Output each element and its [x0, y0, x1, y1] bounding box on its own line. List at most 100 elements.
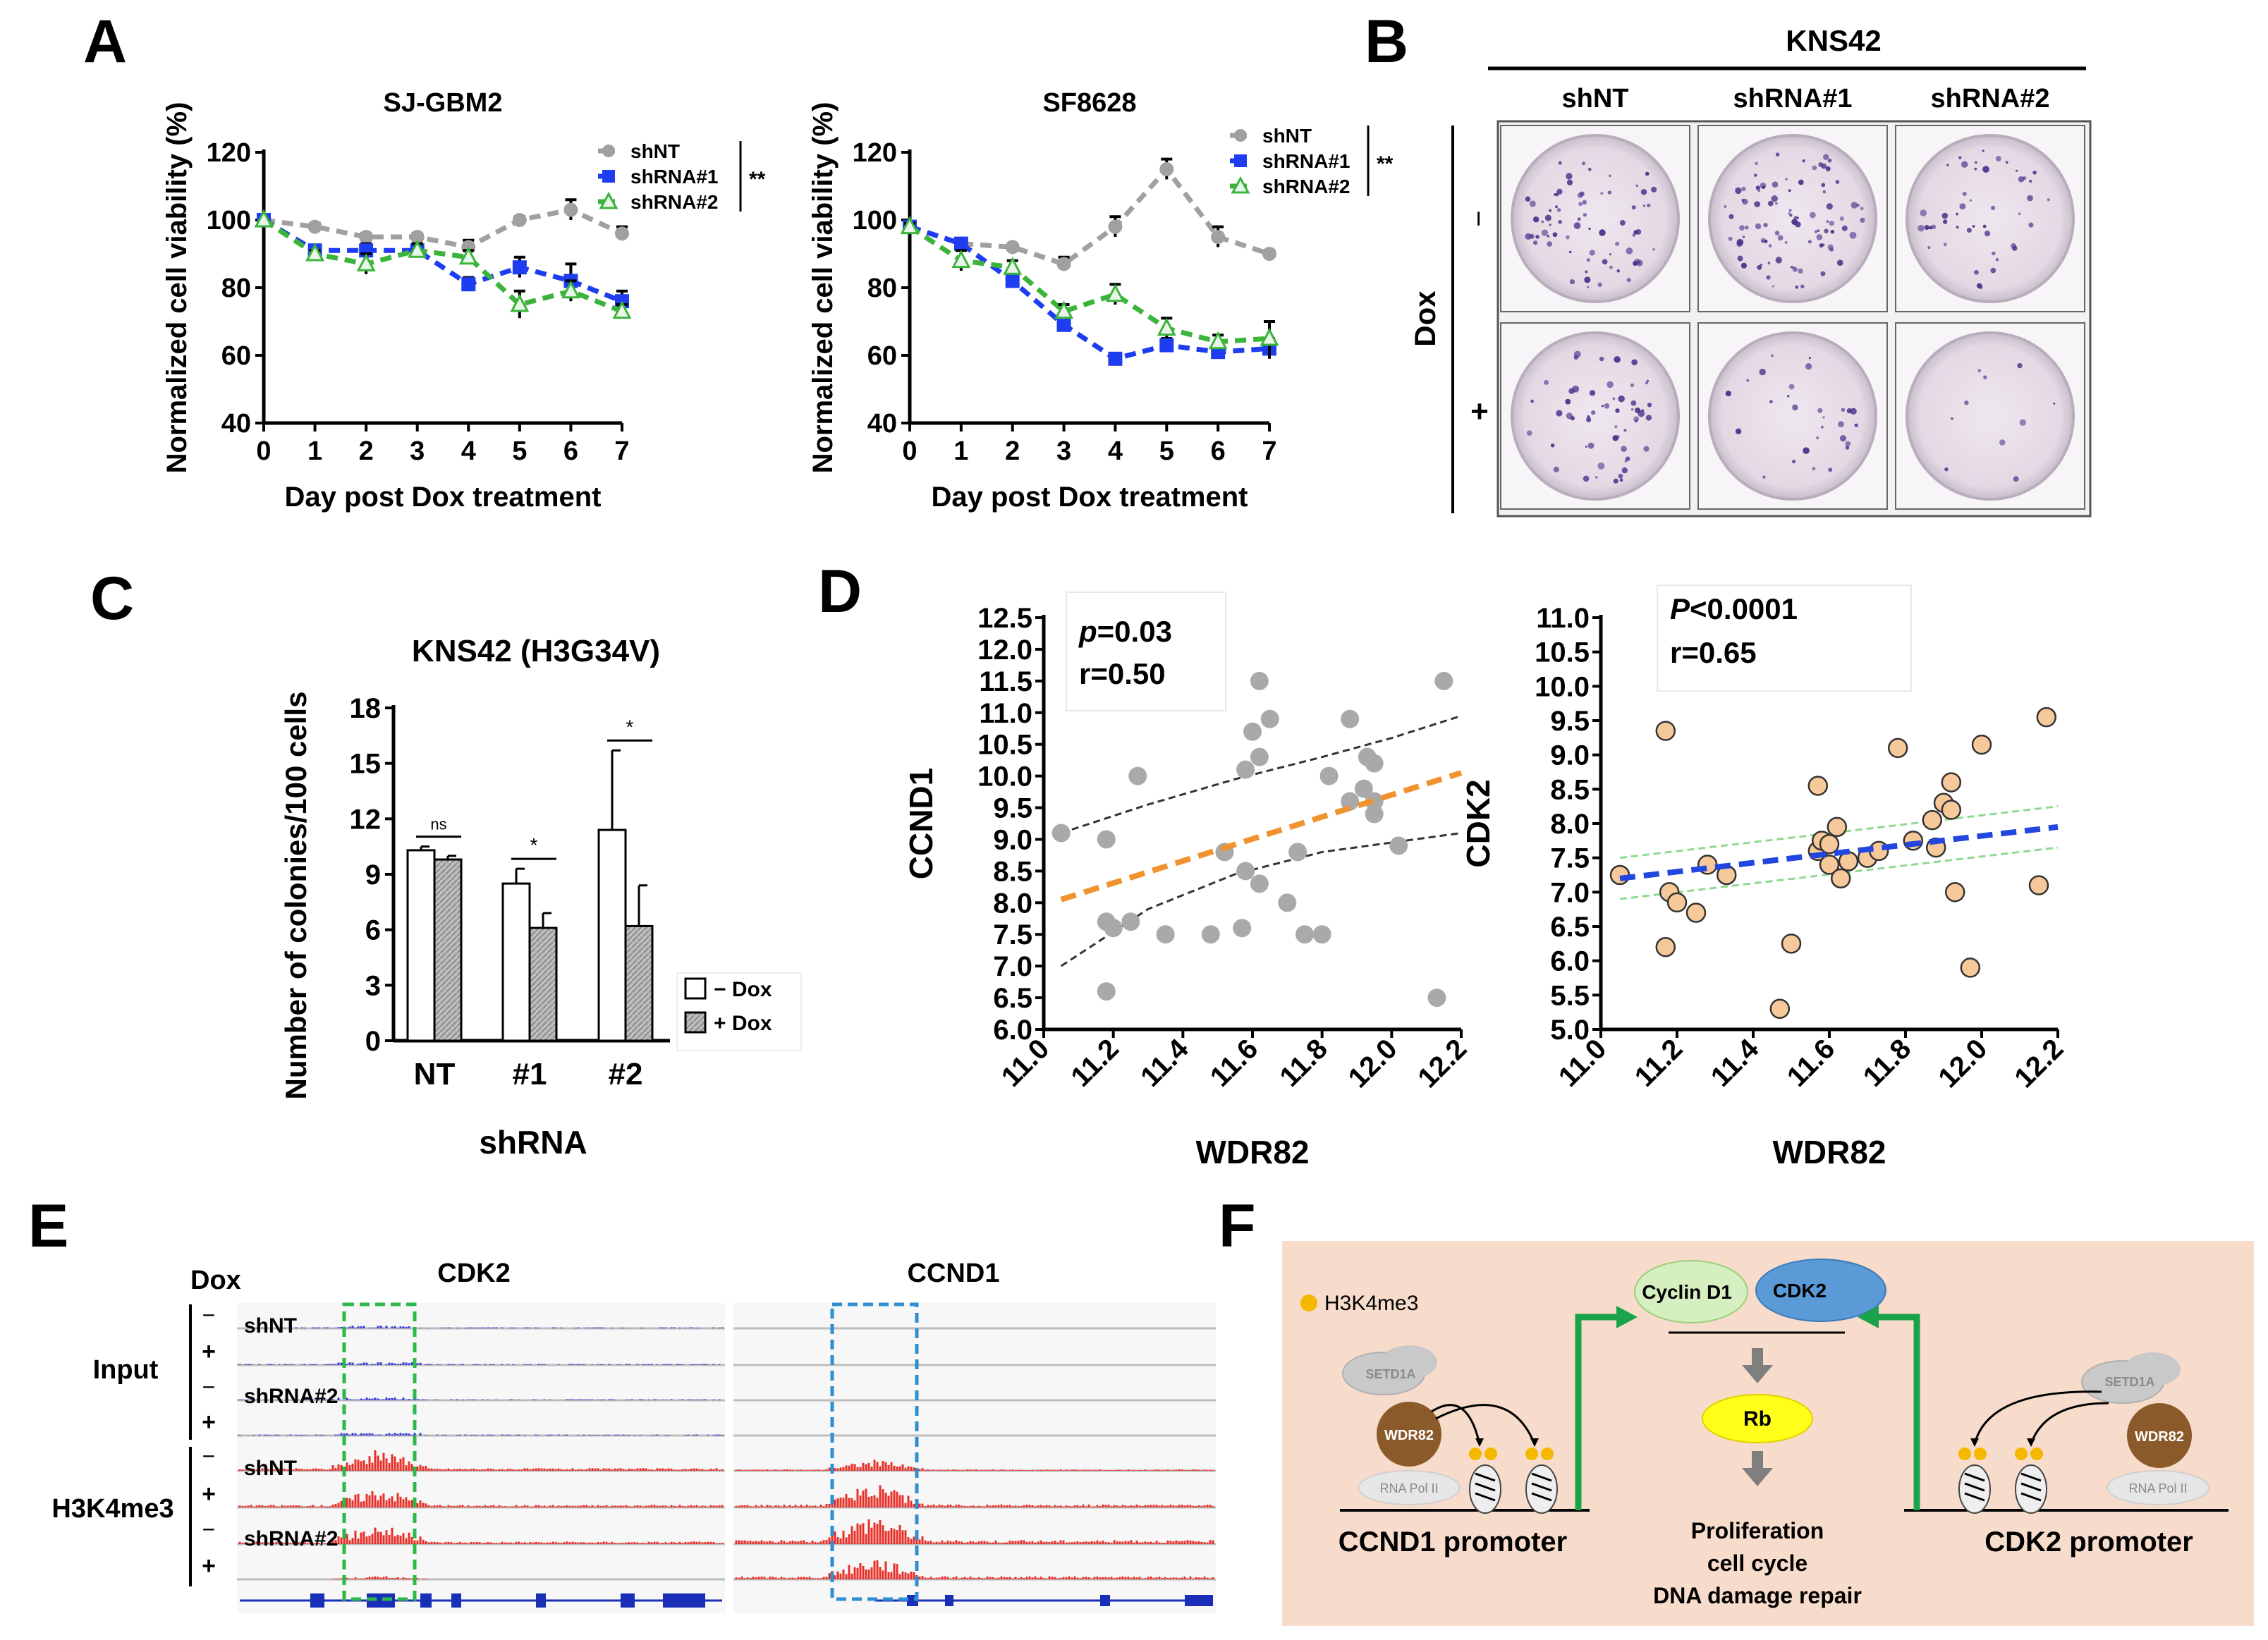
- data-point: [1262, 247, 1276, 261]
- colony: [1589, 250, 1595, 256]
- colony-dishes: [1500, 125, 2085, 510]
- colony: [1772, 285, 1774, 288]
- data-point: [1655, 721, 1676, 741]
- data-point: [1159, 162, 1174, 176]
- y-tick-label: 0: [365, 1026, 381, 1057]
- colony: [2018, 212, 2021, 216]
- y-tick-label: 7.5: [1550, 843, 1590, 874]
- colony: [1775, 152, 1780, 157]
- panel-b-row-plus: +: [1470, 394, 1489, 429]
- y-tick-label: 6.5: [993, 983, 1032, 1014]
- bar-NT-1: [433, 858, 463, 1042]
- panel-letter-f: F: [1219, 1192, 1256, 1260]
- colony: [1547, 235, 1550, 238]
- colony: [2019, 419, 2027, 426]
- colony: [1630, 400, 1637, 406]
- colony: [1618, 395, 1625, 403]
- colony: [1755, 185, 1760, 190]
- colony: [1850, 408, 1857, 415]
- colony: [1822, 154, 1829, 160]
- colony: [1584, 276, 1591, 283]
- y-tick-label: 12.5: [977, 603, 1032, 634]
- colony: [1812, 165, 1817, 171]
- colony: [1566, 179, 1573, 185]
- chart-colonies: KNS42 (H3G34V) 0 3 6 9 12 15 18 Number of coloni…: [279, 634, 670, 1161]
- chart-title: SJ-GBM2: [384, 88, 503, 118]
- colony: [1815, 230, 1818, 233]
- data-point: [2036, 706, 2057, 728]
- ci-lower: [1060, 831, 1462, 967]
- y-tick-label: 11.0: [1536, 603, 1590, 634]
- colony: [1632, 233, 1636, 237]
- colony: [2017, 362, 2023, 369]
- data-point: [1941, 772, 1962, 793]
- colony: [1600, 192, 1604, 195]
- x-axis-label: Day post Dox treatment: [932, 482, 1248, 513]
- colony: [1725, 391, 1731, 397]
- colony: [1554, 205, 1559, 209]
- panel-e-h3k4me3: H3K4me3: [51, 1494, 173, 1524]
- x-tick-label: 11.8: [1858, 1033, 1918, 1093]
- colony: [1602, 259, 1608, 265]
- y-tick-label: 7.5: [993, 919, 1032, 950]
- data-point: [1781, 934, 1802, 954]
- colony: [1547, 241, 1553, 247]
- panel-f-outcome-2: cell cycle: [1707, 1550, 1807, 1576]
- data-point: [1427, 989, 1446, 1008]
- legend-a1-shnt: shNT: [630, 140, 680, 162]
- stats-d2-p-label: P: [1670, 592, 1690, 625]
- data-point: [1201, 925, 1220, 944]
- y-tick-label: 8.0: [1550, 809, 1590, 840]
- colony: [1588, 227, 1591, 231]
- colony: [1817, 408, 1823, 413]
- colony: [1978, 285, 1983, 290]
- colony: [1785, 178, 1788, 180]
- colony: [1549, 209, 1552, 212]
- data-point: [561, 280, 580, 299]
- colony: [1573, 355, 1578, 360]
- x-tick-label: NT: [414, 1057, 456, 1091]
- x-tick-label: 12.2: [2008, 1033, 2069, 1094]
- y-tick-label: 6.0: [993, 1015, 1032, 1046]
- panel-b-row-minus: −: [1463, 210, 1494, 226]
- colony: [1736, 241, 1743, 247]
- y-tick-label: 15: [350, 749, 382, 780]
- series-line-shNT: [908, 165, 1271, 267]
- data-point: [512, 213, 527, 227]
- panel-letter-e: E: [28, 1192, 68, 1260]
- dish: [1511, 331, 1680, 501]
- y-tick-label: 100: [207, 206, 251, 235]
- data-point: [1156, 925, 1175, 944]
- colony: [1525, 233, 1532, 240]
- colony: [1745, 225, 1749, 230]
- colony: [1597, 282, 1602, 287]
- panel-f-wdr82-right: WDR82: [2135, 1429, 2184, 1445]
- colony: [1742, 198, 1748, 205]
- colony: [1839, 435, 1846, 442]
- x-tick-label: 11.6: [1781, 1033, 1841, 1093]
- data-point: [1769, 998, 1791, 1020]
- panel-f-ccnd1-promoter: CCND1 promoter: [1339, 1526, 1567, 1558]
- colony: [1529, 200, 1536, 207]
- colony: [1792, 460, 1796, 464]
- exon: [621, 1593, 635, 1608]
- data-point: [1003, 256, 1023, 275]
- colony: [1754, 173, 1757, 177]
- colony: [1735, 428, 1742, 435]
- data-point: [1260, 327, 1279, 346]
- colony: [1760, 182, 1767, 189]
- colony: [1825, 166, 1831, 171]
- y-tick-label: 80: [867, 274, 897, 303]
- colony: [1795, 221, 1801, 228]
- colony: [1920, 209, 1927, 216]
- x-tick-label: 6: [563, 436, 578, 466]
- colony: [1796, 216, 1799, 219]
- colony: [1802, 159, 1805, 163]
- data-point: [953, 236, 968, 251]
- colony: [2011, 243, 2016, 249]
- x-tick-label: 1: [953, 436, 968, 466]
- colony: [1774, 231, 1780, 235]
- chart-sj-gbm2: SJ-GBM2 40 60 80 100 120 0 1 2 3 4 5 6 7 Day post Dox …: [161, 88, 632, 513]
- x-tick-label: 7: [1262, 436, 1276, 466]
- colony: [1633, 260, 1638, 267]
